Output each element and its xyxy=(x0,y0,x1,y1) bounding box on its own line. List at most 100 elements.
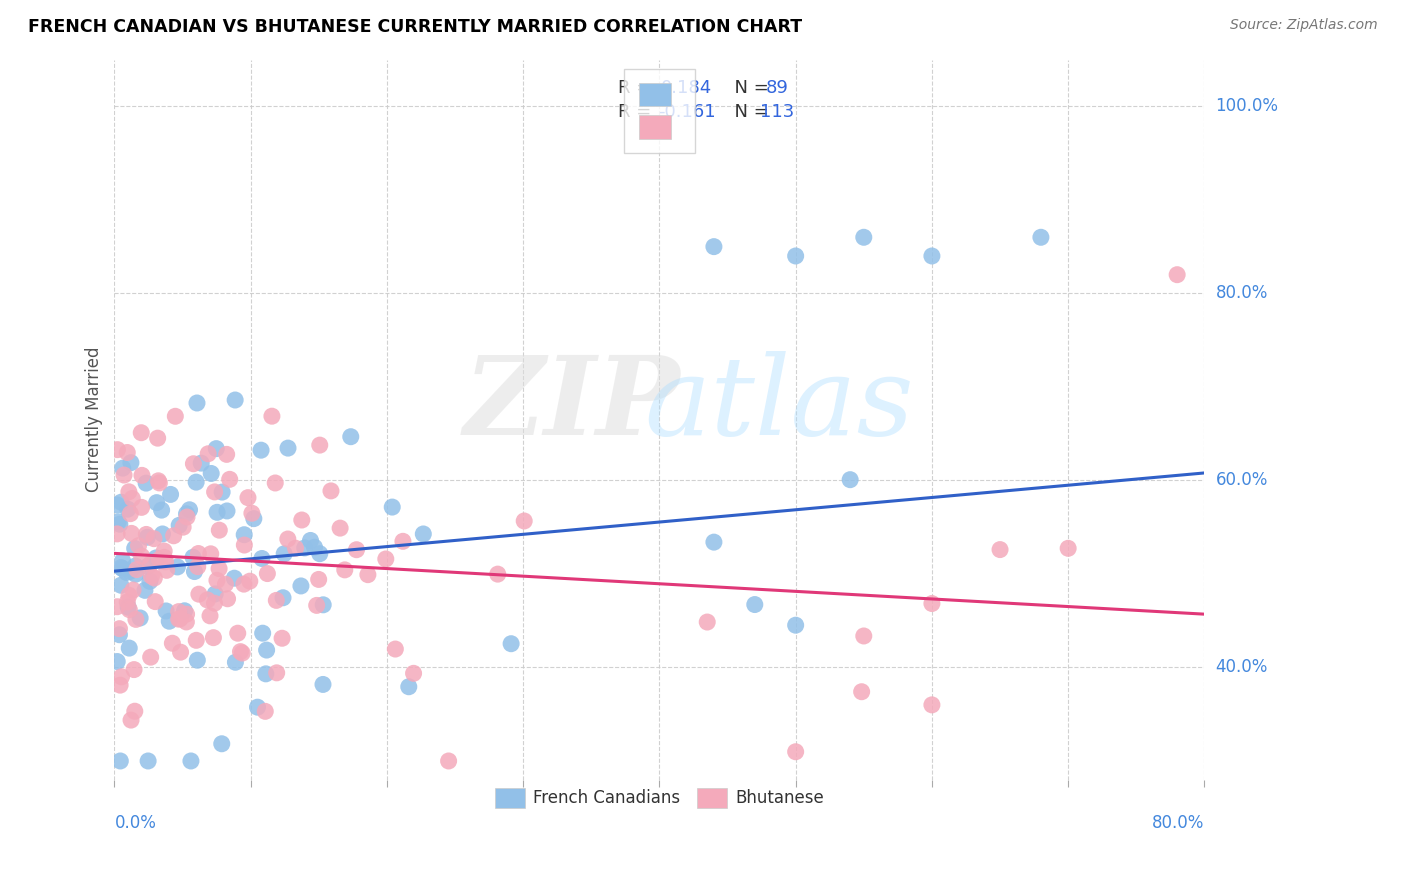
Point xyxy=(124,567,146,582)
Point xyxy=(167,518,190,533)
Point xyxy=(231,646,253,660)
Point xyxy=(211,485,233,500)
Point xyxy=(232,577,254,591)
Point xyxy=(117,445,139,459)
Point xyxy=(204,484,226,499)
Point xyxy=(329,521,352,535)
Point xyxy=(921,249,943,263)
Text: 80.0%: 80.0% xyxy=(1216,285,1268,302)
Point xyxy=(120,456,142,470)
Text: 89: 89 xyxy=(766,79,789,97)
Point xyxy=(333,563,356,577)
Point xyxy=(217,591,239,606)
Point xyxy=(135,527,157,541)
Text: N =: N = xyxy=(723,79,775,97)
Text: Source: ZipAtlas.com: Source: ZipAtlas.com xyxy=(1230,18,1378,32)
Point xyxy=(304,541,326,555)
Text: 113: 113 xyxy=(761,103,794,120)
Point xyxy=(176,507,198,521)
Point xyxy=(159,487,181,501)
Point xyxy=(129,425,152,440)
Point xyxy=(129,611,152,625)
Point xyxy=(233,527,256,541)
Point xyxy=(486,567,509,582)
Point xyxy=(118,602,141,616)
Text: ZIP: ZIP xyxy=(464,351,681,459)
Point xyxy=(208,561,231,575)
Point xyxy=(110,754,132,768)
Point xyxy=(111,554,134,568)
Point xyxy=(145,495,167,509)
Point xyxy=(105,655,128,669)
Point xyxy=(240,506,263,520)
Point xyxy=(200,467,222,481)
Point xyxy=(208,523,231,537)
Point xyxy=(256,643,278,657)
Point xyxy=(105,599,128,614)
Point xyxy=(252,626,274,640)
Point xyxy=(696,615,718,629)
Point xyxy=(785,745,807,759)
Text: R =: R = xyxy=(619,79,657,97)
Point xyxy=(145,551,167,566)
Point xyxy=(186,396,208,410)
Point xyxy=(156,563,179,577)
Point xyxy=(513,514,536,528)
Point xyxy=(131,468,153,483)
Point xyxy=(921,698,943,712)
Point xyxy=(254,666,277,681)
Point xyxy=(851,684,873,698)
Point xyxy=(190,456,212,470)
Point xyxy=(346,542,368,557)
Point xyxy=(211,737,233,751)
Point xyxy=(134,583,156,598)
Point xyxy=(179,503,201,517)
Point xyxy=(166,560,188,574)
Point xyxy=(264,475,287,490)
Legend: French Canadians, Bhutanese: French Canadians, Bhutanese xyxy=(488,780,831,814)
Point xyxy=(111,461,134,475)
Point xyxy=(186,475,208,489)
Point xyxy=(200,547,222,561)
Point xyxy=(198,608,221,623)
Point xyxy=(183,565,205,579)
Point xyxy=(172,520,194,534)
Point xyxy=(308,547,330,561)
Text: 60.0%: 60.0% xyxy=(1216,472,1268,490)
Point xyxy=(186,653,208,667)
Point xyxy=(236,491,259,505)
Point xyxy=(374,552,396,566)
Text: atlas: atlas xyxy=(644,351,914,459)
Point xyxy=(124,704,146,718)
Point xyxy=(112,468,135,483)
Point xyxy=(202,631,225,645)
Point xyxy=(110,495,132,509)
Point xyxy=(1057,541,1080,556)
Point xyxy=(117,595,139,609)
Point xyxy=(357,567,380,582)
Point xyxy=(167,605,190,619)
Point xyxy=(136,530,159,544)
Point xyxy=(229,645,252,659)
Point xyxy=(110,578,132,592)
Point xyxy=(205,574,228,588)
Point xyxy=(110,670,132,684)
Point xyxy=(141,569,163,583)
Point xyxy=(294,541,316,555)
Point xyxy=(224,392,246,407)
Y-axis label: Currently Married: Currently Married xyxy=(86,347,103,492)
Point xyxy=(139,557,162,571)
Point xyxy=(162,636,184,650)
Point xyxy=(131,500,153,515)
Point xyxy=(277,441,299,455)
Point xyxy=(250,443,273,458)
Point xyxy=(1166,268,1188,282)
Point xyxy=(122,582,145,597)
Point xyxy=(128,539,150,553)
Point xyxy=(146,431,169,445)
Point xyxy=(105,527,128,541)
Point xyxy=(105,498,128,512)
Point xyxy=(215,447,238,461)
Point xyxy=(195,593,218,607)
Point xyxy=(148,474,170,488)
